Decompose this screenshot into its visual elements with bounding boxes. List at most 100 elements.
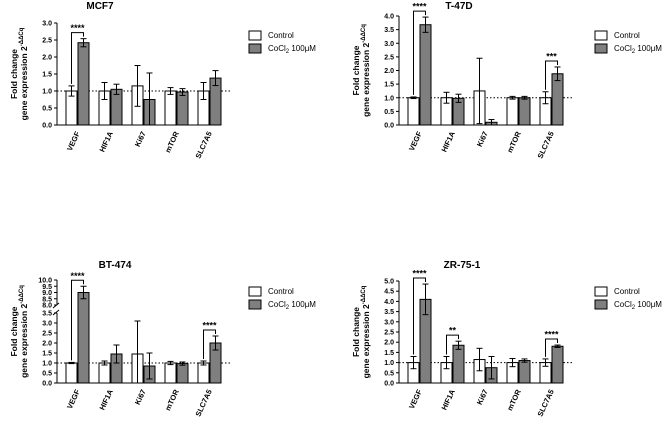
significance-label: ****	[412, 269, 427, 279]
y-tick-label: 1.5	[42, 351, 52, 358]
y-axis-label-line2: gene expression 2	[19, 46, 29, 120]
chart-title: ZR-75-1	[444, 260, 481, 271]
y-tick-label: 1.0	[384, 360, 394, 367]
bar-cocl2-vegf	[77, 42, 90, 126]
x-category-label: VEGF	[65, 388, 82, 411]
x-category-label: HIF1A	[97, 130, 115, 154]
y-axis-label-line1: Fold change	[9, 306, 19, 356]
legend-swatch-cocl2	[248, 299, 262, 310]
significance-bracket	[71, 279, 84, 361]
legend-label-cocl2-sub: 2	[632, 305, 636, 311]
chart-title: BT-474	[99, 260, 132, 271]
y-tick-label: 1.5	[42, 72, 52, 79]
x-category-label: Ki67	[475, 388, 490, 406]
x-category-label: mTOR	[163, 130, 181, 155]
bar-control-slc7a5	[197, 362, 210, 384]
y-tick-label: 2.0	[384, 340, 394, 347]
y-tick-label: 1.0	[384, 95, 394, 102]
y-tick-label: 5.0	[384, 279, 394, 286]
y-tick-label: 3.0	[42, 321, 52, 328]
significance-bracket	[545, 60, 558, 90]
legend-swatch-cocl2	[594, 299, 608, 310]
y-tick-label: 2.5	[42, 331, 52, 338]
legend-swatch-control	[594, 286, 608, 297]
y-tick-label: 0.5	[384, 109, 394, 116]
y-axis-label: Fold changegene expression 2-ΔΔCq	[351, 285, 371, 378]
legend-label-cocl2-suffix: 100μM	[289, 300, 316, 309]
y-tick-label: 3.0	[384, 41, 394, 48]
bar-control-vegf	[407, 97, 420, 126]
y-axis-label-superscript: -ΔΔCq	[19, 27, 25, 46]
legend-label-control: Control	[614, 287, 640, 296]
chart-panel-zr-75-1: ZR-75-1 Fold changegene expression 2-ΔΔCq…	[351, 260, 662, 418]
y-tick-label: 0.5	[42, 106, 52, 113]
legend-label-cocl2-prefix: CoCl	[614, 44, 632, 53]
y-tick-label: 2.5	[384, 54, 394, 61]
x-category-label: SLC7A5	[193, 388, 213, 418]
legend-label-cocl2-sub: 2	[632, 49, 636, 55]
legend-swatch-control	[594, 30, 608, 41]
x-category-label: mTOR	[505, 130, 523, 155]
significance-label: ***	[546, 51, 557, 61]
significance-bracket	[545, 338, 558, 357]
x-category-label: VEGF	[407, 388, 424, 411]
bar-cocl2-mtor	[176, 91, 189, 126]
legend-label-cocl2-suffix: 100μM	[289, 44, 316, 53]
bar-control-mtor	[164, 90, 177, 126]
x-category-label: SLC7A5	[193, 130, 213, 160]
x-category-label: Ki67	[133, 388, 148, 406]
y-tick-label: 1.0	[42, 89, 52, 96]
chart-panel-mcf7: MCF7 Fold changegene expression 2-ΔΔCq 0.0…	[9, 1, 316, 160]
bar-control-mtor	[164, 362, 177, 384]
legend-swatch-control	[248, 30, 262, 41]
y-tick-label: 0.0	[384, 123, 394, 130]
y-tick-label: 4.0	[384, 299, 394, 306]
chart-title: T-47D	[445, 1, 472, 12]
x-category-label: SLC7A5	[535, 130, 555, 160]
y-tick-label: 8.5	[42, 296, 52, 303]
significance-bracket	[203, 329, 216, 359]
legend-label-cocl2: CoCl2 100μM	[614, 44, 662, 55]
legend-label-cocl2: CoCl2 100μM	[268, 300, 316, 311]
y-tick-label: 0.0	[384, 381, 394, 388]
x-category-label: Ki67	[133, 130, 148, 148]
y-tick-label: 2.0	[42, 55, 52, 62]
y-tick-label: 2.0	[42, 341, 52, 348]
x-category-label: Ki67	[475, 130, 490, 148]
bar-cocl2-mtor	[176, 363, 189, 384]
y-axis-label-line1: Fold change	[351, 307, 361, 357]
y-tick-label: 1.5	[384, 350, 394, 357]
legend-label-cocl2-sub: 2	[286, 305, 290, 311]
y-axis-label-line2: gene expression 2	[361, 42, 371, 116]
y-tick-label: 3.5	[42, 311, 52, 318]
x-category-label: mTOR	[163, 388, 181, 413]
legend-swatch-cocl2	[248, 43, 262, 54]
y-tick-label: 3.5	[384, 27, 394, 34]
bar-control-mtor	[506, 97, 519, 126]
y-tick-label: 0.0	[42, 381, 52, 388]
significance-bracket	[71, 32, 84, 84]
significance-label: ****	[544, 330, 559, 340]
x-category-label: HIF1A	[97, 388, 115, 412]
legend-swatch-control	[248, 286, 262, 297]
significance-bracket	[446, 334, 459, 355]
y-tick-label: 0.5	[384, 370, 394, 377]
legend-label-control: Control	[268, 31, 294, 40]
legend-label-cocl2-prefix: CoCl	[268, 44, 286, 53]
chart-title: MCF7	[86, 1, 114, 12]
bar-cocl2-mtor	[518, 97, 531, 126]
y-tick-label: 3.0	[384, 319, 394, 326]
y-axis-label: Fold changegene expression 2-ΔΔCq	[9, 285, 29, 378]
x-category-label: SLC7A5	[535, 388, 555, 418]
y-tick-label: 2.5	[42, 38, 52, 45]
y-tick-label: 0.0	[42, 123, 52, 130]
bar-cocl2-slc7a5	[551, 73, 564, 126]
legend-label-cocl2: CoCl2 100μM	[614, 300, 662, 311]
bar-cocl2-vegf	[419, 24, 432, 126]
y-tick-label: 4.5	[384, 289, 394, 296]
y-axis-label-line1: Fold change	[351, 45, 361, 95]
legend-label-cocl2-prefix: CoCl	[268, 300, 286, 309]
x-category-label: VEGF	[65, 130, 82, 153]
x-category-label: HIF1A	[439, 130, 457, 154]
